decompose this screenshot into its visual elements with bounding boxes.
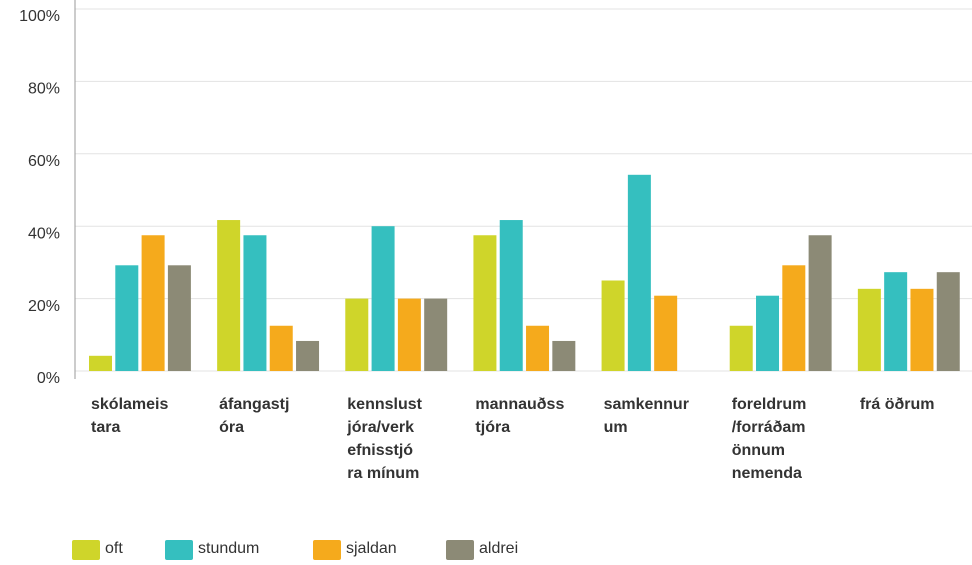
y-tick-label: 100% (19, 8, 60, 25)
bar (371, 226, 395, 371)
bar (526, 325, 550, 371)
x-tick-label: ra mínum (347, 465, 419, 482)
bar (424, 298, 448, 371)
bar (884, 272, 908, 371)
x-tick-label: kennslust (347, 396, 422, 413)
bar (296, 340, 320, 371)
x-tick-label: tjóra (475, 419, 510, 436)
bar (217, 220, 241, 371)
x-tick-label: óra (219, 419, 244, 436)
y-tick-label: 20% (28, 298, 60, 315)
bar (269, 325, 293, 371)
legend-label: aldrei (479, 540, 518, 557)
bar (89, 355, 112, 371)
bar (936, 272, 960, 371)
bar (782, 265, 806, 371)
legend-label: oft (105, 540, 123, 557)
bar (243, 235, 267, 371)
legend-swatch (165, 540, 193, 560)
bar (141, 235, 165, 371)
legend-label: sjaldan (346, 540, 397, 557)
bar (397, 298, 421, 371)
y-tick-label: 0% (37, 370, 60, 387)
bar (499, 220, 523, 371)
y-tick-label: 80% (28, 81, 60, 98)
bar (729, 325, 753, 371)
legend-label: stundum (198, 540, 259, 557)
x-tick-label: samkennur (604, 396, 689, 413)
legend-swatch (313, 540, 341, 560)
bar (627, 174, 651, 371)
x-tick-label: um (604, 419, 628, 436)
x-tick-label: tara (91, 419, 120, 436)
x-tick-label: önnum (732, 442, 785, 459)
legend-swatch (72, 540, 100, 560)
y-tick-label: 40% (28, 225, 60, 242)
x-tick-label: frá öðrum (860, 396, 935, 413)
bar (601, 280, 625, 371)
bar (115, 265, 139, 371)
bar (857, 288, 881, 371)
bar (756, 295, 780, 371)
x-tick-label: nemenda (732, 465, 802, 482)
legend-swatch (446, 540, 474, 560)
bar (552, 340, 576, 371)
bar (808, 235, 832, 371)
x-tick-label: jóra/verk (346, 419, 414, 436)
bar (654, 295, 678, 371)
x-tick-label: skólameis (91, 396, 168, 413)
x-tick-label: efnisstjó (347, 442, 413, 459)
bar (345, 298, 369, 371)
x-tick-label: mannauðss (475, 396, 564, 413)
bar (167, 265, 191, 371)
x-tick-label: /forráðam (732, 419, 806, 436)
x-tick-label: foreldrum (732, 396, 807, 413)
bar (910, 288, 934, 371)
y-tick-label: 60% (28, 153, 60, 170)
x-tick-label: áfangastj (219, 396, 289, 413)
bar (473, 235, 497, 371)
